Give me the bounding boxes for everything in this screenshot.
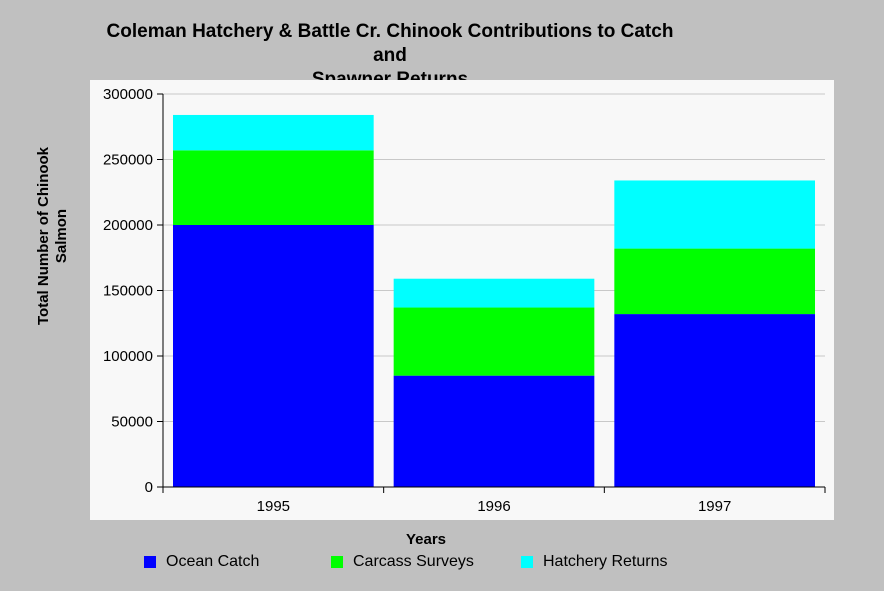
- yticks-layer: 0 50000 100000 150000 200000 250000 300000: [103, 86, 163, 496]
- y-tick-label: 150000: [103, 283, 153, 300]
- y-tick-label: 300000: [103, 86, 153, 103]
- bar-ocean-catch-1995: [173, 225, 374, 487]
- y-tick-label: 0: [145, 479, 153, 496]
- legend-item-hatchery-returns: Hatchery Returns: [521, 551, 668, 573]
- x-tick-label: 1996: [477, 498, 510, 515]
- legend-item-carcass-surveys: Carcass Surveys: [331, 551, 474, 573]
- y-tick-label: 250000: [103, 152, 153, 169]
- bar-carcass-surveys-1997: [614, 248, 815, 315]
- legend-swatch: [521, 556, 533, 568]
- bar-hatchery-returns-1997: [614, 180, 815, 249]
- x-tick-label: 1995: [257, 498, 290, 515]
- bar-ocean-catch-1997: [614, 314, 815, 487]
- legend-label: Carcass Surveys: [353, 553, 474, 570]
- bar-hatchery-returns-1995: [173, 114, 374, 151]
- bar-carcass-surveys-1996: [393, 307, 595, 376]
- y-axis-title-line1: Total Number of Chinook: [35, 146, 52, 325]
- bar-hatchery-returns-1996: [393, 278, 595, 308]
- y-tick-label: 100000: [103, 348, 153, 365]
- y-tick-label: 200000: [103, 217, 153, 234]
- legend: Ocean Catch Carcass Surveys Hatchery Retur…: [0, 551, 884, 573]
- x-tick-label: 1997: [698, 498, 731, 515]
- x-axis-title: Years: [406, 531, 446, 548]
- bar-carcass-surveys-1995: [173, 150, 374, 225]
- legend-label: Ocean Catch: [166, 553, 260, 570]
- chart-title-line1: Coleman Hatchery & Battle Cr. Chinook Co…: [106, 21, 674, 66]
- legend-swatch: [331, 556, 343, 568]
- legend-label: Hatchery Returns: [543, 553, 668, 570]
- y-tick-label: 50000: [111, 414, 153, 431]
- legend-swatch: [144, 556, 156, 568]
- bars-layer: [173, 114, 815, 487]
- xticks-layer: 1995 1996 1997: [162, 487, 826, 515]
- legend-item-ocean-catch: Ocean Catch: [144, 551, 259, 573]
- bar-ocean-catch-1996: [393, 375, 595, 487]
- y-axis-title-line2: Salmon: [53, 209, 70, 263]
